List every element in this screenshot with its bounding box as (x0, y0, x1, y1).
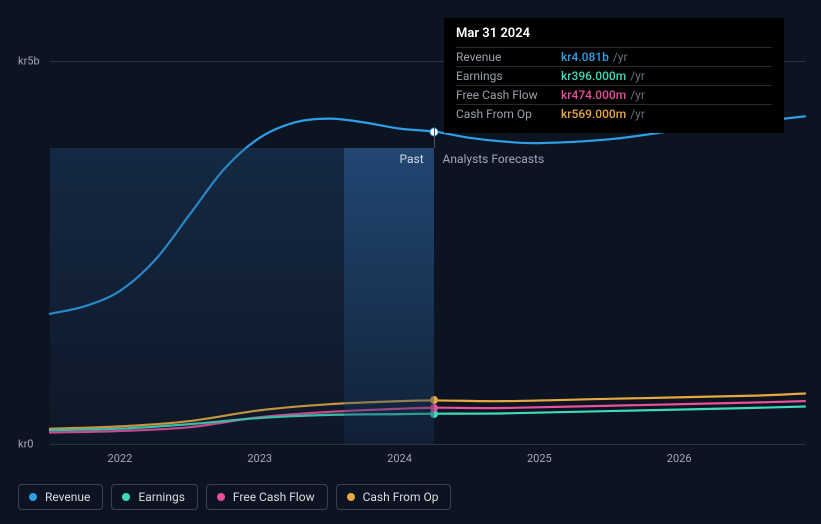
legend-dot-icon (122, 493, 130, 501)
forecast-label: Analysts Forecasts (442, 152, 544, 166)
tooltip-label: Earnings (456, 69, 561, 83)
tooltip-value: kr474.000m (561, 88, 626, 102)
past-label: Past (399, 152, 423, 166)
tooltip-unit: /yr (630, 107, 645, 121)
hover-band (344, 148, 435, 444)
x-axis-label: 2025 (527, 452, 552, 465)
x-axis-label: 2023 (247, 452, 272, 465)
legend-label: Cash From Op (363, 490, 439, 504)
legend-item-revenue[interactable]: Revenue (18, 484, 103, 510)
split-line (434, 128, 435, 148)
tooltip-date: Mar 31 2024 (456, 26, 772, 41)
tooltip-value: kr569.000m (561, 107, 626, 121)
x-axis-label: 2026 (667, 452, 692, 465)
tooltip-value: kr396.000m (561, 69, 626, 83)
tooltip-row: Earningskr396.000m/yr (456, 66, 772, 85)
legend-item-earnings[interactable]: Earnings (111, 484, 198, 510)
legend-item-cfo[interactable]: Cash From Op (336, 484, 452, 510)
legend: Revenue Earnings Free Cash Flow Cash From O… (18, 484, 451, 510)
tooltip-row: Cash From Opkr569.000m/yr (456, 104, 772, 123)
legend-dot-icon (29, 493, 37, 501)
legend-label: Earnings (138, 490, 185, 504)
tooltip-row: Revenuekr4.081b/yr (456, 47, 772, 66)
tooltip-value: kr4.081b (561, 50, 609, 64)
tooltip-row: Free Cash Flowkr474.000m/yr (456, 85, 772, 104)
tooltip-label: Revenue (456, 50, 561, 64)
tooltip-unit: /yr (630, 69, 645, 83)
gridline (50, 444, 805, 445)
tooltip-label: Free Cash Flow (456, 88, 561, 102)
x-axis-label: 2024 (387, 452, 412, 465)
tooltip: Mar 31 2024Revenuekr4.081b/yrEarningskr3… (444, 18, 784, 133)
legend-dot-icon (217, 493, 225, 501)
x-axis-label: 2022 (108, 452, 133, 465)
legend-label: Free Cash Flow (233, 490, 315, 504)
tooltip-label: Cash From Op (456, 107, 561, 121)
tooltip-unit: /yr (613, 50, 628, 64)
legend-dot-icon (347, 493, 355, 501)
legend-item-fcf[interactable]: Free Cash Flow (206, 484, 328, 510)
tooltip-unit: /yr (630, 88, 645, 102)
y-axis-label: kr5b (18, 55, 40, 68)
y-axis-label: kr0 (18, 438, 34, 451)
legend-label: Revenue (45, 490, 90, 504)
